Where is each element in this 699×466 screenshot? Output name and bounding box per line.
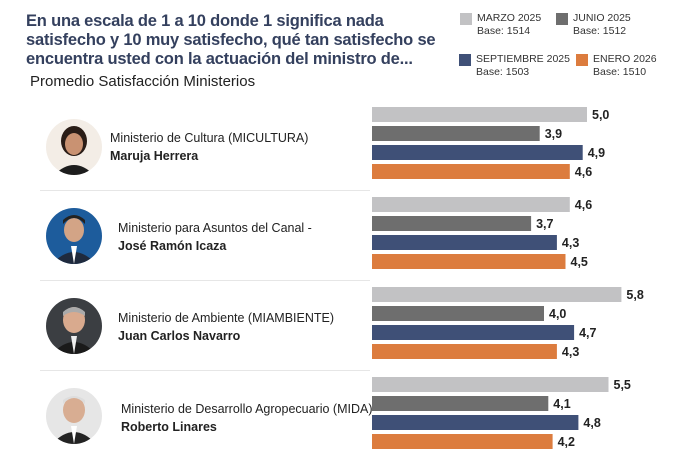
legend-item-marzo-2025: MARZO 2025 Base: 1514 (460, 12, 541, 38)
bar-3-1 (372, 287, 622, 302)
avatar-roberto-linares (46, 388, 102, 444)
bar-4-4 (372, 434, 553, 449)
bar-1-1 (372, 107, 587, 122)
bar-3-3 (372, 325, 575, 340)
bar-2-1 (372, 197, 570, 212)
avatar-juan-carlos-navarro (46, 298, 102, 354)
bar-2-2 (372, 216, 532, 231)
bar-2-3 (372, 235, 557, 250)
bar-3-2 (372, 306, 544, 321)
value-label: 4,6 (575, 165, 592, 179)
legend-item-enero-2026: ENERO 2026 Base: 1510 (576, 53, 657, 79)
value-label: 5,5 (614, 378, 631, 392)
value-label: 5,0 (592, 108, 609, 122)
value-label: 4,6 (575, 198, 592, 212)
bar-3-4 (372, 344, 557, 359)
value-label: 4,7 (579, 326, 596, 340)
category-label-2: Ministerio para Asuntos del Canal - José … (118, 221, 312, 253)
value-label: 4,8 (583, 416, 600, 430)
value-label: 3,7 (536, 217, 553, 231)
divider (40, 370, 370, 371)
legend-item-septiembre-2025: SEPTIEMBRE 2025 Base: 1503 (459, 53, 570, 79)
bar-2-4 (372, 254, 566, 269)
bar-1-3 (372, 145, 583, 160)
bar-4-3 (372, 415, 579, 430)
avatar-jose-ramon-icaza (46, 208, 102, 264)
chart-subtitle: Promedio Satisfacción Ministerios (30, 73, 256, 90)
bar-1-4 (372, 164, 570, 179)
value-label: 5,8 (626, 288, 643, 302)
value-label: 4,0 (549, 307, 566, 321)
legend-item-junio-2025: JUNIO 2025 Base: 1512 (556, 12, 631, 38)
value-label: 3,9 (545, 127, 562, 141)
chart-title: En una escala de 1 a 10 donde 1 signific… (26, 12, 436, 68)
value-label: 4,2 (558, 435, 575, 449)
value-label: 4,5 (571, 255, 588, 269)
bar-4-2 (372, 396, 549, 411)
divider (40, 190, 370, 191)
avatar-maruja-herrera (46, 119, 102, 175)
bar-1-2 (372, 126, 540, 141)
divider (40, 280, 370, 281)
value-label: 4,9 (588, 146, 605, 160)
bar-4-1 (372, 377, 609, 392)
value-label: 4,1 (553, 397, 570, 411)
value-label: 4,3 (562, 236, 579, 250)
category-label-3: Ministerio de Ambiente (MIAMBIENTE) Juan … (118, 311, 335, 343)
category-label-1: Ministerio de Cultura (MICULTURA) Maruja … (110, 131, 309, 163)
value-label: 4,3 (562, 345, 579, 359)
category-label-4: Ministerio de Desarrollo Agropecuario (M… (121, 402, 373, 434)
